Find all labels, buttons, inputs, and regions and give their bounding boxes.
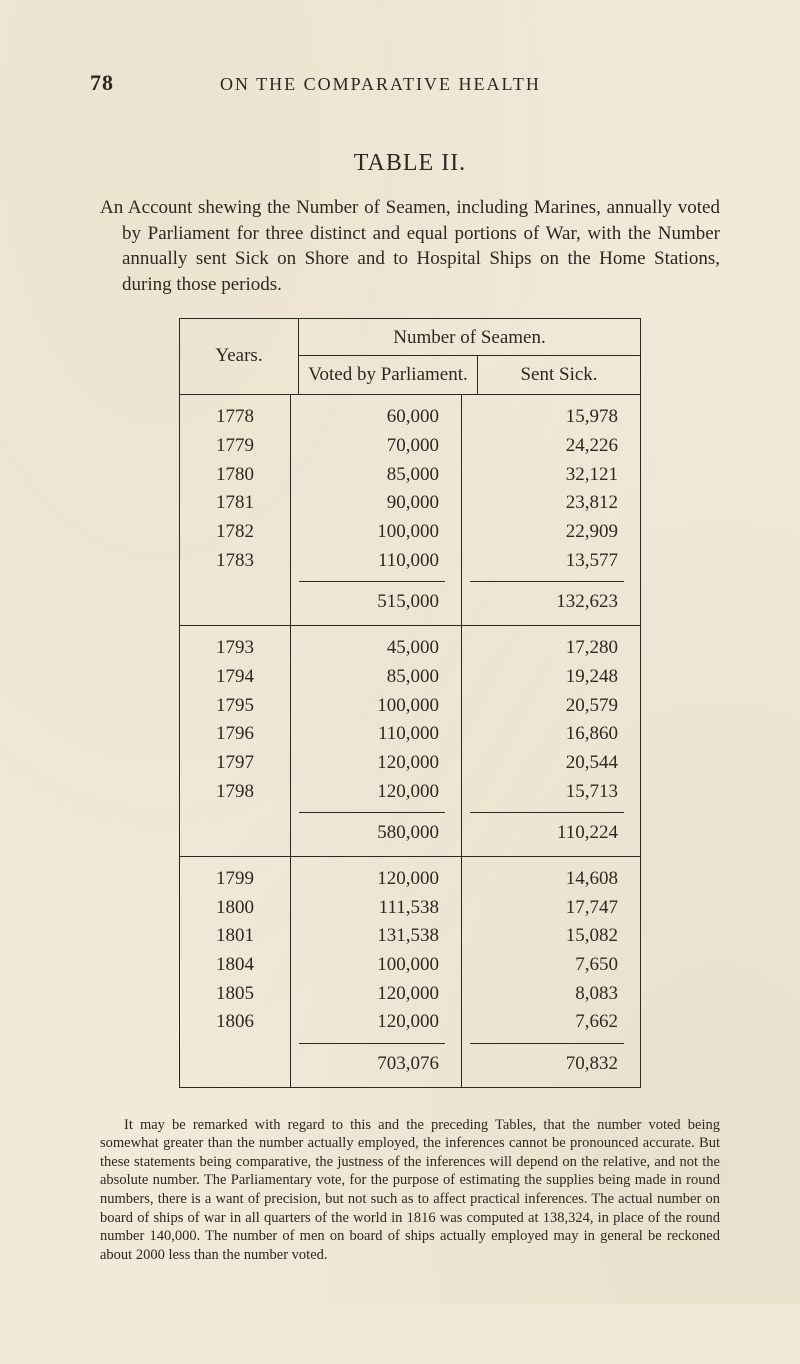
voted-cell: 60,000 bbox=[291, 403, 461, 432]
sent-cell: 20,544 bbox=[462, 749, 640, 778]
voted-cell: 120,000 bbox=[291, 1008, 461, 1037]
sum-voted-cell: 703,076 bbox=[291, 1044, 461, 1081]
header-years: Years. bbox=[180, 319, 299, 395]
sent-cell: 15,082 bbox=[462, 922, 640, 951]
year-cell: 1800 bbox=[180, 894, 290, 923]
col-voted: 120,000111,538131,538100,000120,000120,0… bbox=[291, 857, 462, 1087]
voted-cell: 90,000 bbox=[291, 489, 461, 518]
col-years: 179317941795179617971798 bbox=[180, 626, 291, 856]
sent-cell: 32,121 bbox=[462, 461, 640, 490]
voted-cell: 120,000 bbox=[291, 749, 461, 778]
years-spacer bbox=[180, 581, 290, 610]
year-cell: 1793 bbox=[180, 634, 290, 663]
sent-cell: 15,713 bbox=[462, 778, 640, 807]
sent-cell: 20,579 bbox=[462, 692, 640, 721]
sent-cell: 7,650 bbox=[462, 951, 640, 980]
sent-cell: 13,577 bbox=[462, 547, 640, 576]
col-years: 179918001801180418051806 bbox=[180, 857, 291, 1087]
sent-cell: 7,662 bbox=[462, 1008, 640, 1037]
years-spacer bbox=[180, 1043, 290, 1072]
voted-cell: 100,000 bbox=[291, 951, 461, 980]
col-sent: 15,97824,22632,12123,81222,90913,577 132,… bbox=[462, 395, 640, 625]
voted-cell: 111,538 bbox=[291, 894, 461, 923]
year-cell: 1799 bbox=[180, 865, 290, 894]
year-cell: 1798 bbox=[180, 778, 290, 807]
year-cell: 1797 bbox=[180, 749, 290, 778]
table-block: 179317941795179617971798 45,00085,000100… bbox=[180, 625, 640, 856]
voted-cell: 85,000 bbox=[291, 461, 461, 490]
header-sent-sick: Sent Sick. bbox=[478, 356, 640, 395]
table-body: 177817791780178117821783 60,00070,00085,… bbox=[180, 394, 640, 1086]
voted-cell: 100,000 bbox=[291, 518, 461, 547]
voted-cell: 110,000 bbox=[291, 720, 461, 749]
voted-cell: 120,000 bbox=[291, 980, 461, 1009]
col-voted: 60,00070,00085,00090,000100,000110,000 51… bbox=[291, 395, 462, 625]
voted-cell: 110,000 bbox=[291, 547, 461, 576]
voted-cell: 45,000 bbox=[291, 634, 461, 663]
col-sent: 17,28019,24820,57916,86020,54415,713 110,… bbox=[462, 626, 640, 856]
sent-cell: 17,747 bbox=[462, 894, 640, 923]
years-spacer bbox=[180, 812, 290, 841]
header-subcolumns: Voted by Parliament. Sent Sick. bbox=[299, 356, 640, 395]
document-page: 78 ON THE COMPARATIVE HEALTH TABLE II. A… bbox=[0, 0, 800, 1304]
table-header-row: Years. Number of Seamen. Voted by Parlia… bbox=[180, 319, 640, 395]
sent-cell: 8,083 bbox=[462, 980, 640, 1009]
sum-sent-cell: 110,224 bbox=[462, 813, 640, 850]
account-paragraph: An Account shewing the Number of Seamen,… bbox=[100, 195, 720, 298]
sent-cell: 14,608 bbox=[462, 865, 640, 894]
year-cell: 1780 bbox=[180, 461, 290, 490]
sent-cell: 22,909 bbox=[462, 518, 640, 547]
year-cell: 1795 bbox=[180, 692, 290, 721]
voted-cell: 120,000 bbox=[291, 778, 461, 807]
table-block: 179918001801180418051806 120,000111,5381… bbox=[180, 856, 640, 1087]
sent-cell: 19,248 bbox=[462, 663, 640, 692]
sent-cell: 23,812 bbox=[462, 489, 640, 518]
sum-voted-cell: 515,000 bbox=[291, 582, 461, 619]
year-cell: 1805 bbox=[180, 980, 290, 1009]
year-cell: 1778 bbox=[180, 403, 290, 432]
voted-cell: 100,000 bbox=[291, 692, 461, 721]
col-voted: 45,00085,000100,000110,000120,000120,000… bbox=[291, 626, 462, 856]
year-cell: 1783 bbox=[180, 547, 290, 576]
voted-cell: 70,000 bbox=[291, 432, 461, 461]
year-cell: 1806 bbox=[180, 1008, 290, 1037]
footnote-paragraph: It may be remarked with regard to this a… bbox=[100, 1116, 720, 1264]
col-years: 177817791780178117821783 bbox=[180, 395, 291, 625]
data-table: Years. Number of Seamen. Voted by Parlia… bbox=[179, 318, 641, 1088]
sum-sent-cell: 132,623 bbox=[462, 582, 640, 619]
table-block: 177817791780178117821783 60,00070,00085,… bbox=[180, 395, 640, 625]
sent-cell: 16,860 bbox=[462, 720, 640, 749]
voted-cell: 85,000 bbox=[291, 663, 461, 692]
table-title: TABLE II. bbox=[90, 150, 730, 177]
year-cell: 1779 bbox=[180, 432, 290, 461]
page-number: 78 bbox=[90, 70, 114, 96]
col-sent: 14,60817,74715,0827,6508,0837,662 70,832 bbox=[462, 857, 640, 1087]
header-number-of-seamen: Number of Seamen. bbox=[299, 319, 640, 356]
voted-cell: 131,538 bbox=[291, 922, 461, 951]
year-cell: 1782 bbox=[180, 518, 290, 547]
year-cell: 1794 bbox=[180, 663, 290, 692]
sent-cell: 15,978 bbox=[462, 403, 640, 432]
year-cell: 1801 bbox=[180, 922, 290, 951]
header-voted-by-parliament: Voted by Parliament. bbox=[299, 356, 478, 395]
year-cell: 1796 bbox=[180, 720, 290, 749]
year-cell: 1781 bbox=[180, 489, 290, 518]
year-cell: 1804 bbox=[180, 951, 290, 980]
sent-cell: 17,280 bbox=[462, 634, 640, 663]
sum-voted-cell: 580,000 bbox=[291, 813, 461, 850]
header-number-of-seamen-group: Number of Seamen. Voted by Parliament. S… bbox=[299, 319, 640, 395]
sum-sent-cell: 70,832 bbox=[462, 1044, 640, 1081]
voted-cell: 120,000 bbox=[291, 865, 461, 894]
running-head: ON THE COMPARATIVE HEALTH bbox=[220, 74, 541, 95]
sent-cell: 24,226 bbox=[462, 432, 640, 461]
